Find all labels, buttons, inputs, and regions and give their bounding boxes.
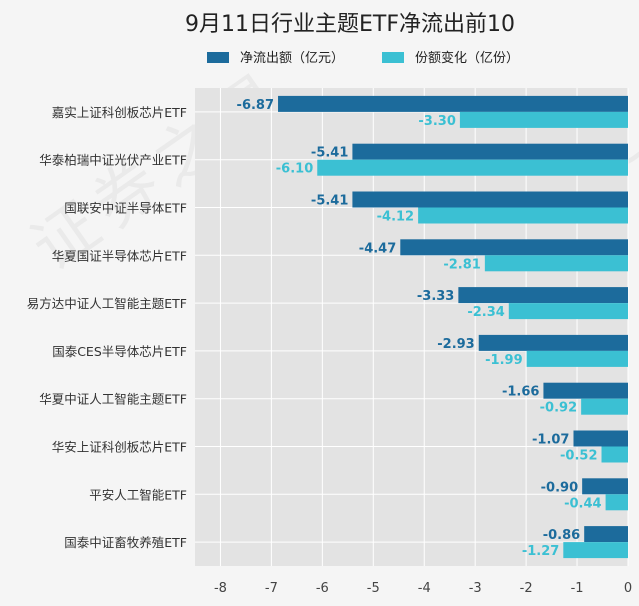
x-axis-labels: -8 -7 -6 -5 -4 -3 -2 -1 0	[214, 581, 632, 596]
bar-share-change	[581, 398, 628, 415]
data-label-net-outflow: -3.33	[417, 289, 454, 304]
x-tick-label: -6	[316, 581, 329, 596]
x-tick-label: -5	[367, 581, 380, 596]
bar-share-change	[508, 303, 628, 320]
y-category-label: 嘉实上证科创板芯片ETF	[52, 105, 187, 120]
bar-net-outflow	[352, 191, 628, 208]
y-category-label: 华泰柏瑞中证光伏产业ETF	[39, 153, 187, 168]
data-label-share-change: -6.10	[276, 162, 313, 177]
x-tick-label: -2	[520, 581, 533, 596]
legend-swatch-share-change	[382, 52, 404, 63]
data-label-net-outflow: -2.93	[437, 337, 474, 352]
bar-share-change	[605, 494, 628, 511]
bar-share-change	[526, 350, 628, 367]
bar-net-outflow	[400, 239, 628, 256]
y-axis-labels: 嘉实上证科创板芯片ETF 华泰柏瑞中证光伏产业ETF 国联安中证半导体ETF 华夏国证…	[27, 105, 187, 550]
data-label-share-change: -3.30	[418, 114, 455, 129]
y-category-label: 国泰CES半导体芯片ETF	[52, 344, 187, 359]
legend: 净流出额（亿元） 份额变化（亿份）	[207, 50, 519, 66]
data-label-share-change: -1.99	[485, 353, 522, 368]
bar-net-outflow	[458, 287, 628, 304]
bar-share-change	[418, 207, 628, 224]
data-label-share-change: -0.44	[564, 496, 601, 511]
data-label-share-change: -4.12	[377, 210, 414, 225]
bar-net-outflow	[584, 526, 628, 543]
y-category-label: 国联安中证半导体ETF	[64, 201, 187, 216]
data-label-share-change: -1.27	[522, 544, 559, 559]
chart-title: 9月11日行业主题ETF净流出前10	[185, 12, 515, 37]
y-category-label: 华夏国证半导体芯片ETF	[52, 248, 187, 263]
y-category-label: 华安上证科创板芯片ETF	[52, 440, 187, 455]
bar-share-change	[484, 255, 628, 272]
y-category-label: 国泰中证畜牧养殖ETF	[64, 535, 187, 550]
legend-label-net-outflow: 净流出额（亿元）	[240, 51, 344, 66]
data-label-net-outflow: -5.41	[311, 194, 348, 209]
y-category-label: 易方达中证人工智能主题ETF	[27, 296, 187, 311]
data-label-net-outflow: -5.41	[311, 146, 348, 161]
data-label-net-outflow: -0.86	[543, 528, 580, 543]
data-label-share-change: -0.92	[540, 401, 577, 416]
data-label-net-outflow: -6.87	[237, 98, 274, 113]
x-tick-label: -4	[418, 581, 431, 596]
data-label-net-outflow: -0.90	[541, 480, 578, 495]
bar-share-change	[317, 159, 628, 176]
x-tick-label: -7	[265, 581, 278, 596]
data-label-net-outflow: -1.66	[502, 385, 539, 400]
bar-net-outflow	[478, 334, 628, 351]
bar-net-outflow	[543, 382, 628, 399]
bar-share-change	[459, 111, 628, 128]
data-label-share-change: -0.52	[560, 449, 597, 464]
y-category-label: 华夏中证人工智能主题ETF	[39, 392, 187, 407]
bar-labels: -6.87-3.30-5.41-6.10-5.41-4.12-4.47-2.81…	[237, 98, 602, 559]
bar-net-outflow	[573, 430, 628, 447]
data-label-net-outflow: -4.47	[359, 241, 396, 256]
bar-net-outflow	[582, 478, 628, 495]
y-category-label: 平安人工智能ETF	[89, 487, 187, 502]
legend-swatch-net-outflow	[207, 52, 229, 63]
data-label-share-change: -2.81	[443, 257, 480, 272]
bar-net-outflow	[352, 143, 628, 160]
legend-label-share-change: 份额变化（亿份）	[415, 50, 519, 66]
bar-net-outflow	[278, 95, 628, 112]
bar-share-change	[601, 446, 628, 463]
data-label-share-change: -2.34	[467, 305, 504, 320]
bar-share-change	[563, 542, 628, 559]
x-tick-label: -3	[469, 581, 482, 596]
x-tick-label: -1	[571, 581, 584, 596]
bars	[278, 95, 628, 559]
x-tick-label: -8	[214, 581, 227, 596]
data-label-net-outflow: -1.07	[532, 433, 569, 448]
x-tick-label: 0	[624, 581, 632, 596]
